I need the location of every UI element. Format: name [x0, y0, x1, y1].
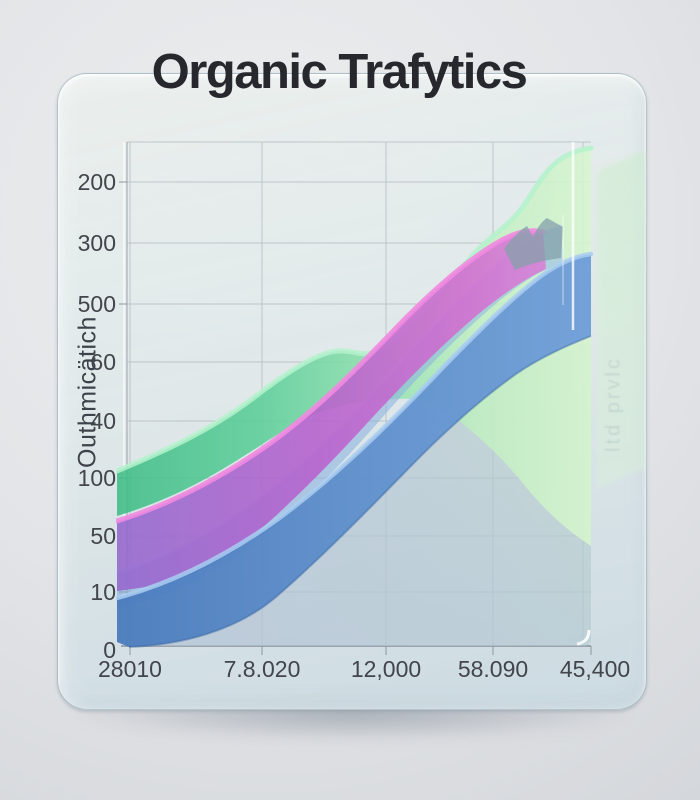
glass-panel	[57, 73, 647, 710]
x-tick-label: 12,000	[350, 656, 422, 682]
y-tick-label: 500	[77, 291, 116, 317]
x-tick-label: 45,400	[559, 656, 631, 682]
x-tick-label: 28010	[98, 656, 162, 682]
y-tick-label: 60	[90, 349, 116, 375]
y-tick-label: 40	[90, 408, 116, 434]
y-tick-label: 10	[90, 579, 116, 605]
y-tick-label: 300	[77, 230, 116, 256]
y-tick-label: 200	[77, 169, 116, 195]
y-tick-label: 50	[90, 523, 116, 549]
chart-title: Organic Trafytics	[151, 45, 528, 99]
x-tick-label: 7.8.020	[223, 656, 301, 682]
y-axis-title: Outhmicätich	[73, 316, 102, 468]
y-tick-label: 0	[103, 637, 116, 663]
y-tick-label: 100	[77, 465, 116, 491]
x-tick-label: 58.090	[457, 656, 529, 682]
faint-watermark-text: ltd prvlc	[602, 356, 625, 452]
